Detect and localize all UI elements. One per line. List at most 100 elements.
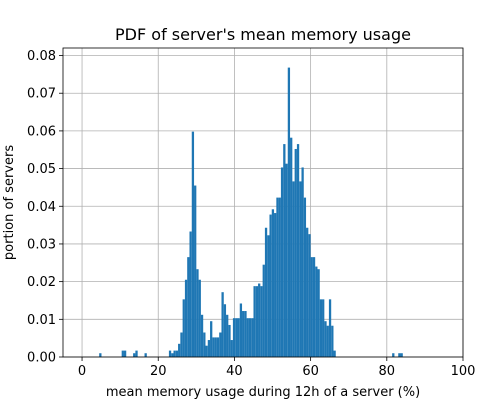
histogram-bar: [274, 213, 277, 357]
histogram-bar: [244, 311, 247, 357]
histogram-bar: [306, 227, 309, 357]
histogram-bar: [392, 353, 395, 357]
histogram-bar: [248, 318, 252, 357]
histogram-bar: [99, 353, 102, 357]
y-tick-label: 0.04: [27, 200, 56, 215]
y-tick-label: 0.02: [27, 275, 56, 290]
plot-frame: [62, 47, 464, 358]
histogram-bar: [280, 167, 284, 357]
x-tick-label: 60: [302, 364, 319, 379]
histogram-bar: [133, 353, 136, 357]
y-tick-label: 0.01: [27, 313, 56, 328]
histogram-bar: [210, 321, 213, 357]
histogram-bar: [301, 167, 304, 357]
histogram-bar: [299, 181, 302, 357]
histogram-bar: [168, 350, 172, 357]
histogram-bar: [296, 144, 300, 357]
histogram-bar: [269, 214, 272, 357]
histogram-bar: [400, 353, 403, 357]
histogram-bar: [135, 350, 138, 357]
histogram-bar: [189, 231, 192, 357]
histogram-bar: [200, 314, 204, 357]
histogram-bar: [221, 292, 224, 357]
histogram-bar: [285, 163, 288, 357]
histogram-bar: [216, 337, 220, 357]
bars-layer: [99, 67, 403, 357]
histogram-bar: [214, 337, 217, 357]
histogram-bar: [255, 286, 259, 357]
histogram-bar: [326, 325, 329, 357]
ticks-layer: 0 20 40 60 80 100 0.00 0.01 0.02 0.03 0.04 0.05 0.06…: [27, 49, 475, 379]
y-tick-label: 0.03: [27, 237, 56, 252]
histogram-bar: [123, 350, 127, 357]
histogram-bar: [223, 304, 227, 357]
histogram-bar: [324, 321, 327, 357]
histogram-bar: [235, 318, 238, 357]
histogram-bar: [331, 325, 334, 357]
histogram-bar: [191, 131, 195, 357]
histogram-bar: [219, 332, 222, 357]
histogram-bar: [312, 257, 316, 357]
x-tick-label: 40: [226, 364, 243, 379]
histogram-bar: [290, 137, 293, 357]
histogram-bar: [173, 350, 176, 357]
y-tick-label: 0.08: [27, 49, 56, 64]
y-axis-label: portion of servers: [2, 145, 17, 260]
histogram-bar: [239, 303, 243, 357]
histogram-bar: [264, 227, 268, 357]
x-tick-label: 20: [150, 364, 167, 379]
histogram-bar: [271, 209, 275, 357]
histogram-bar: [187, 257, 190, 357]
histogram-bar: [319, 299, 323, 357]
histogram-bar: [253, 286, 256, 357]
histogram-bar: [317, 269, 320, 357]
histogram-bar: [228, 324, 231, 357]
histogram-bar: [230, 340, 233, 357]
histogram-bar: [267, 235, 270, 357]
y-tick-label: 0.05: [27, 162, 56, 177]
histogram-bar: [258, 283, 261, 357]
histogram-bar: [308, 234, 311, 357]
histogram-bar: [310, 257, 313, 357]
histogram-bar: [184, 279, 188, 357]
histogram-bar: [262, 264, 265, 357]
x-tick-label: 80: [379, 364, 396, 379]
histogram-bar: [205, 345, 208, 357]
histogram-bar: [182, 299, 185, 357]
histogram-bar: [226, 314, 229, 357]
histogram-bar: [333, 350, 336, 357]
histogram-bar: [212, 337, 215, 357]
histogram-bar: [207, 340, 211, 357]
histogram-bar: [144, 353, 147, 357]
histogram-bar: [121, 350, 124, 357]
x-tick-label: 100: [451, 364, 476, 379]
histogram-bar: [287, 67, 291, 357]
histogram-bar: [180, 332, 183, 357]
histogram-bar: [292, 181, 295, 357]
histogram-bar: [203, 332, 206, 357]
histogram-bar: [198, 279, 201, 357]
histogram-bar: [283, 144, 286, 357]
y-tick-label: 0.06: [27, 124, 56, 139]
histogram-bar: [232, 318, 236, 357]
histogram-bar: [294, 148, 297, 357]
chart-title: PDF of server's mean memory usage: [115, 25, 411, 44]
histogram-bar: [328, 299, 332, 357]
histogram-bar: [398, 353, 401, 357]
histogram-bar: [303, 197, 307, 357]
histogram-bar: [178, 343, 181, 357]
histogram-bar: [322, 299, 325, 357]
x-axis-label: mean memory usage during 12h of a server…: [106, 385, 420, 400]
histogram-bar: [196, 269, 199, 357]
histogram-bar: [175, 350, 179, 357]
histogram-bar: [194, 185, 197, 357]
y-tick-label: 0.00: [27, 351, 56, 366]
y-tick-label: 0.07: [27, 87, 56, 102]
histogram-bar: [315, 266, 318, 357]
histogram-bar: [246, 318, 249, 357]
histogram-bar: [260, 286, 263, 357]
histogram-bar: [171, 353, 174, 357]
histogram-bar: [237, 318, 240, 357]
